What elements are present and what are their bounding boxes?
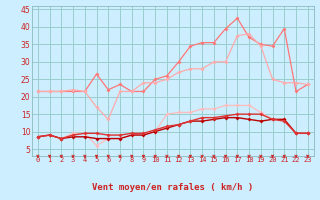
Text: Vent moyen/en rafales ( km/h ): Vent moyen/en rafales ( km/h )	[92, 183, 253, 192]
